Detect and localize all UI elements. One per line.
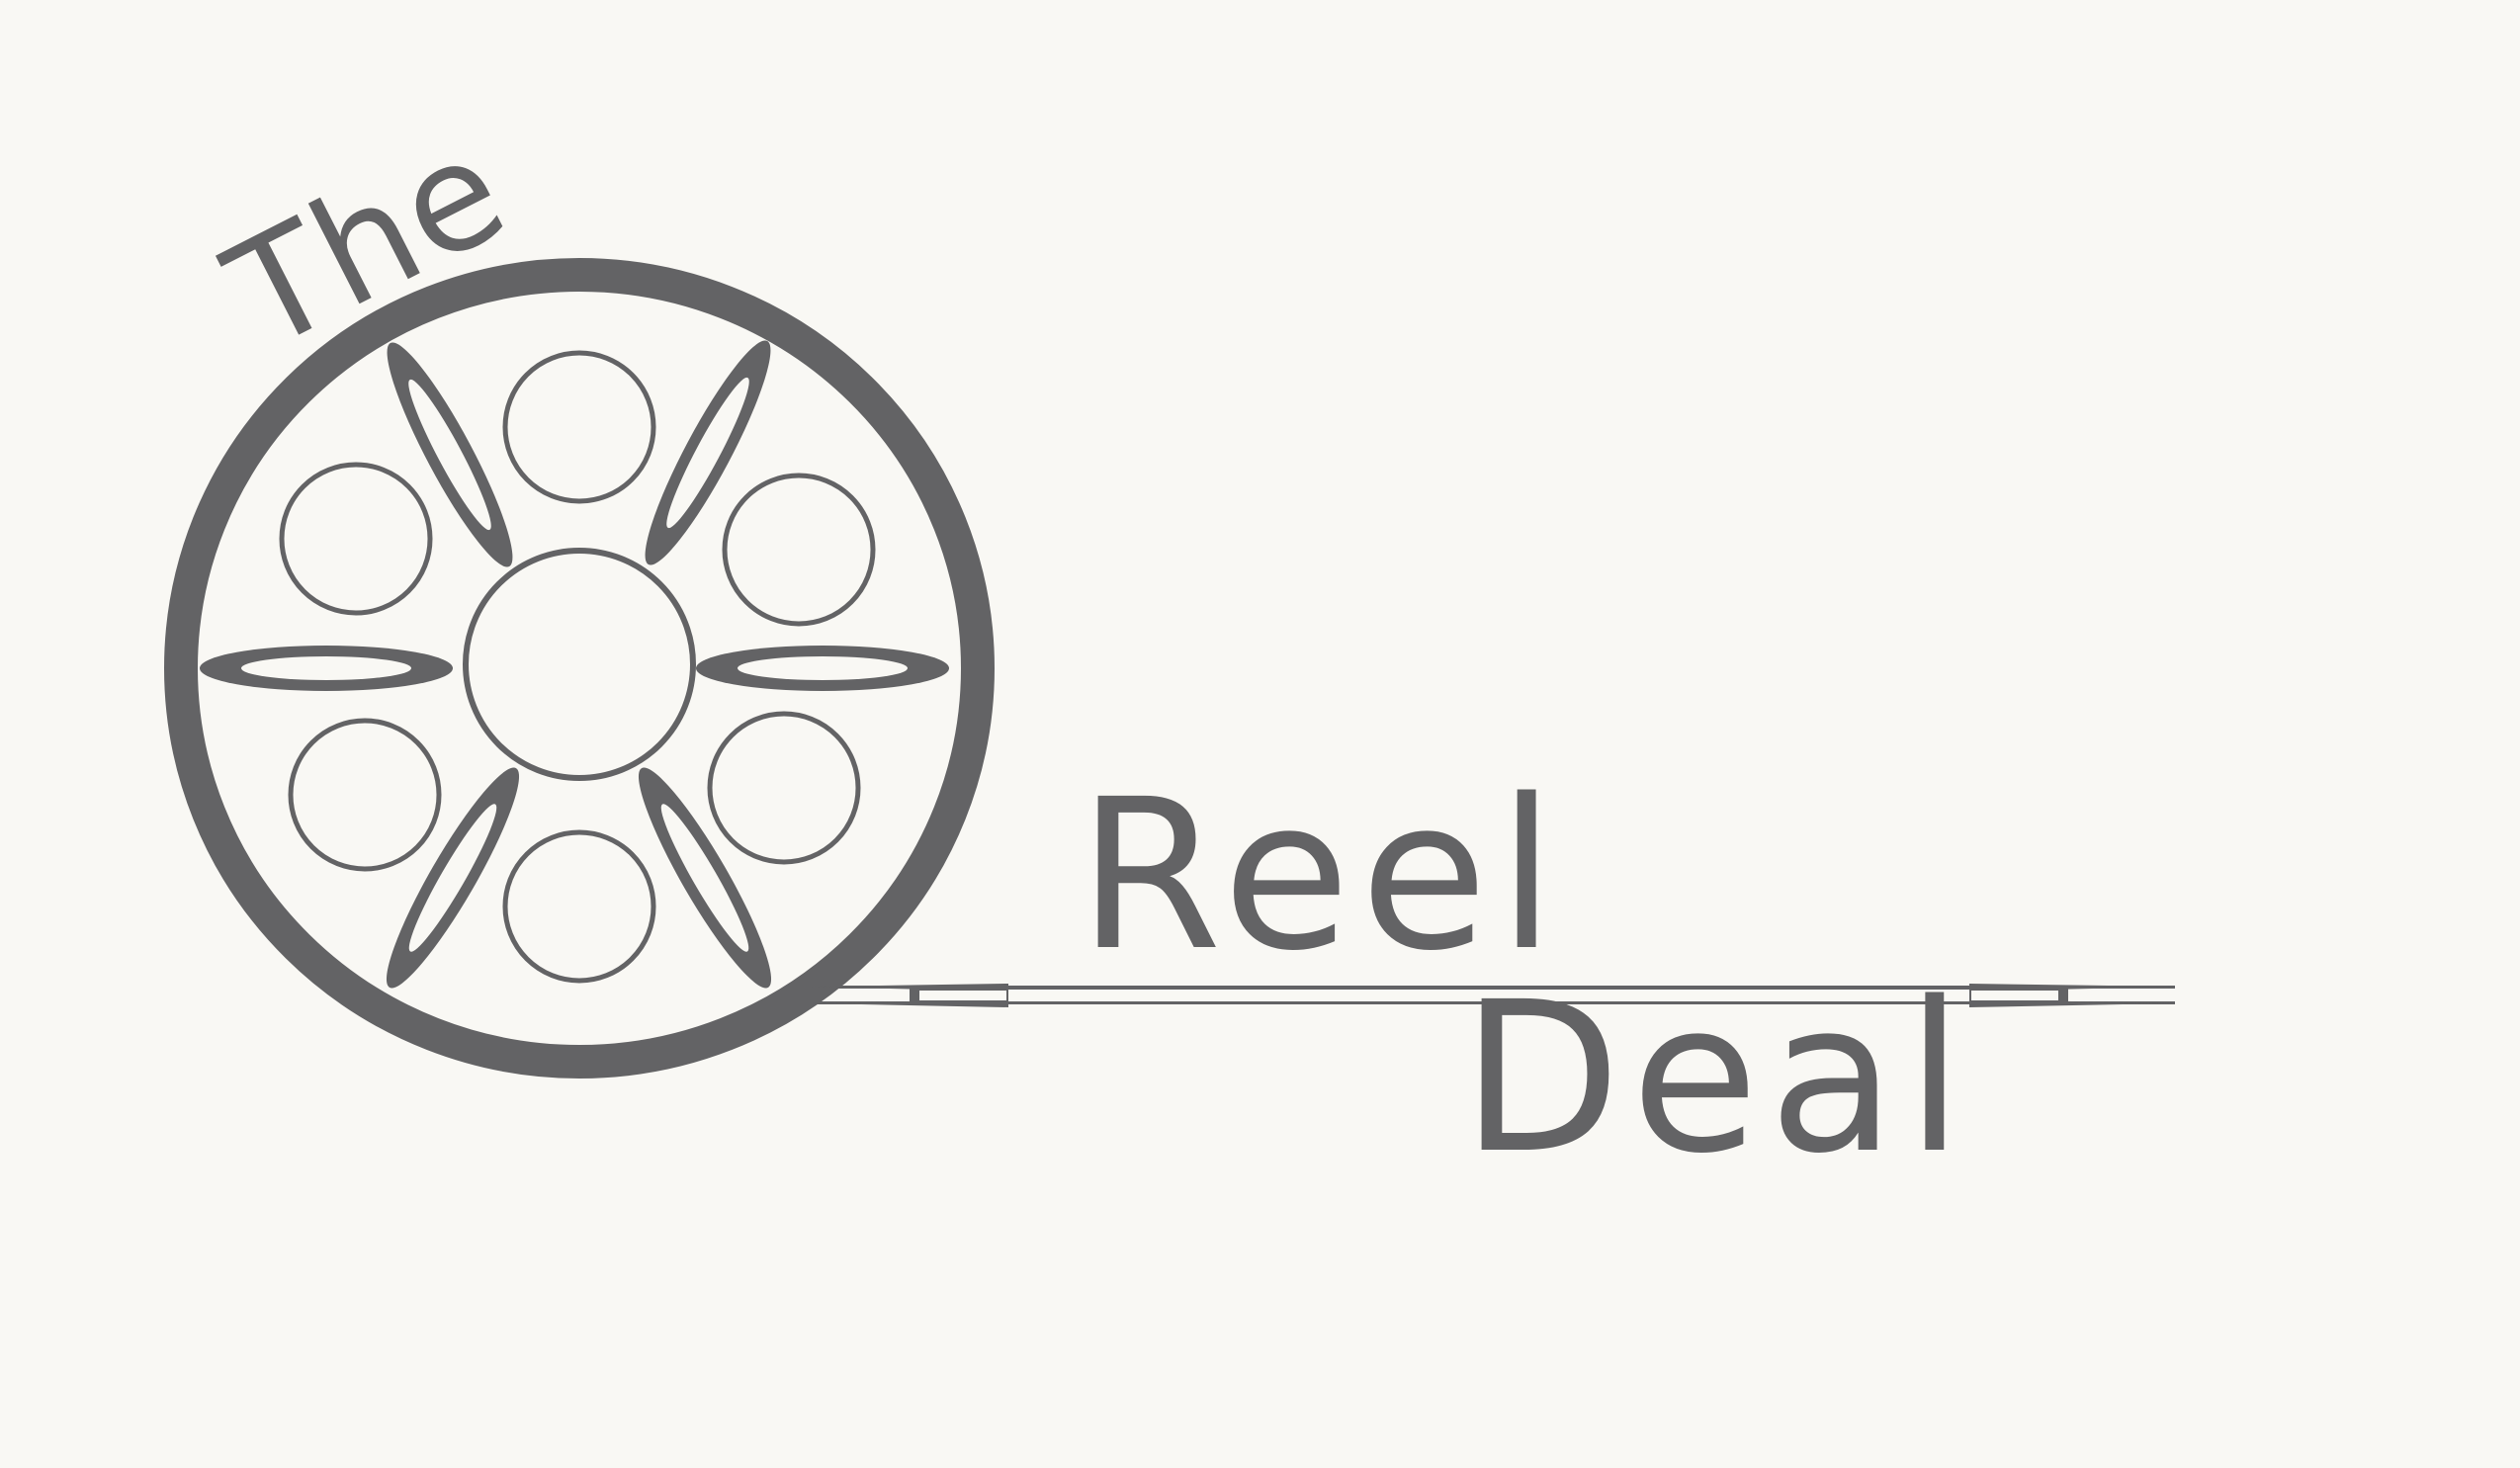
logo-word-reel: Reel bbox=[1078, 754, 1565, 996]
reel-spoke bbox=[638, 767, 772, 989]
reel-spoke bbox=[645, 340, 771, 565]
reel-outer-rim bbox=[164, 258, 995, 1079]
reel-hub bbox=[463, 548, 696, 781]
reel-hole bbox=[279, 462, 433, 616]
reel-spoke bbox=[696, 646, 949, 691]
film-strip-line bbox=[811, 984, 2175, 1007]
reel-hole bbox=[722, 473, 876, 627]
reel-hole bbox=[288, 718, 442, 872]
reel-hole bbox=[502, 350, 656, 504]
reel-spoke bbox=[387, 342, 513, 567]
reel-hole bbox=[502, 829, 656, 984]
reel-spoke bbox=[386, 767, 520, 989]
reel-spoke bbox=[200, 646, 453, 691]
film-reel-icon bbox=[164, 258, 995, 1079]
logo-word-deal: Deal bbox=[1461, 957, 1973, 1199]
reel-hole bbox=[707, 711, 861, 865]
